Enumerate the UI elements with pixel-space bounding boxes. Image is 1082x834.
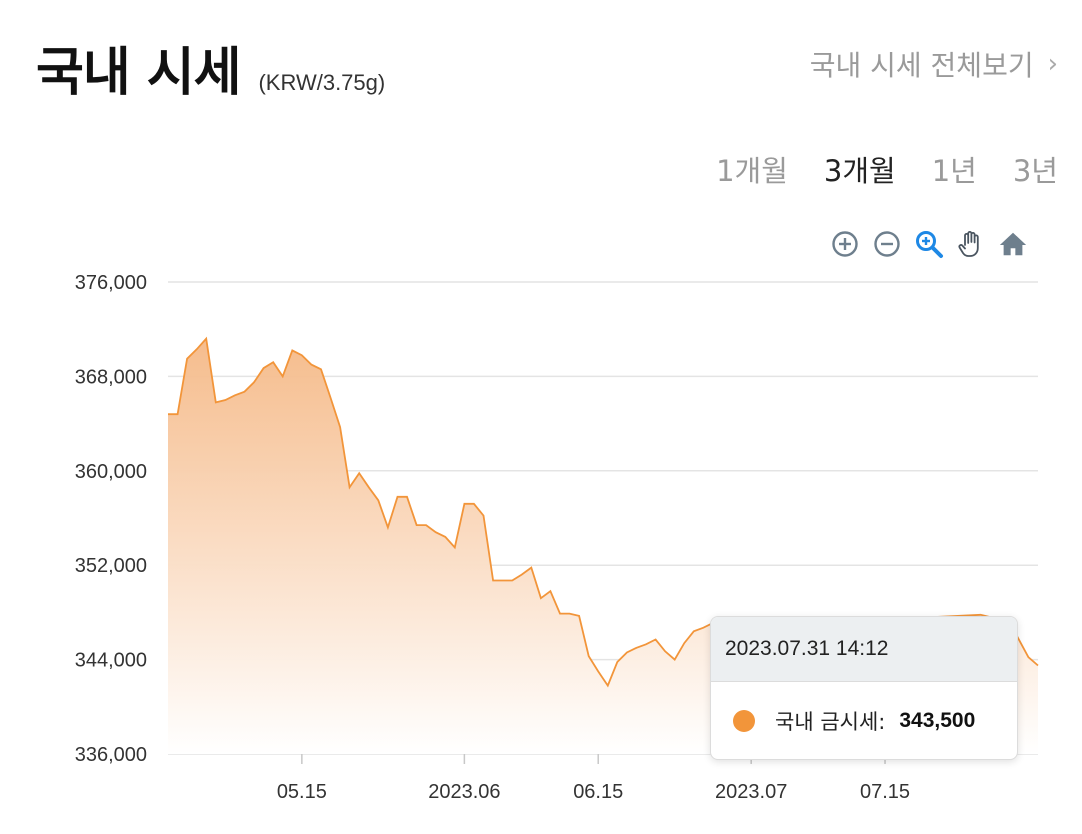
data-point <box>558 612 562 616</box>
data-point <box>673 658 677 662</box>
page-title: 국내 시세 <box>36 43 241 103</box>
data-point <box>634 646 638 650</box>
data-point <box>367 485 371 489</box>
data-point <box>252 380 256 384</box>
period-tabs: 1개월 3개월 1년 3년 <box>716 148 1058 190</box>
data-point <box>242 390 246 394</box>
data-point <box>529 566 533 570</box>
data-point <box>424 523 428 527</box>
tab-1-year[interactable]: 1년 <box>931 154 977 188</box>
data-point <box>596 669 600 673</box>
data-point <box>271 360 275 364</box>
data-point <box>434 530 438 534</box>
data-point <box>462 502 466 506</box>
data-point <box>309 363 313 367</box>
data-point <box>520 573 524 577</box>
price-unit: (KRW/3.75g) <box>258 70 386 95</box>
data-point <box>395 495 399 499</box>
data-point <box>1036 664 1040 668</box>
tooltip-datetime: 2023.07.31 14:12 <box>711 617 1017 682</box>
data-point <box>663 649 667 653</box>
data-point <box>290 348 294 352</box>
data-point <box>415 523 419 527</box>
y-tick-label: 344,000 <box>75 650 147 672</box>
data-point <box>300 353 304 357</box>
y-tick-label: 336,000 <box>75 744 147 766</box>
x-tick-label: 2023.07 <box>715 781 787 803</box>
chart-header: 국내 시세 (KRW/3.75g) <box>36 30 385 105</box>
data-point <box>214 400 218 404</box>
tooltip-value: 343,500 <box>899 708 976 732</box>
x-tick-label: 05.15 <box>277 781 327 803</box>
data-point <box>176 412 180 416</box>
y-tick-label: 376,000 <box>75 272 147 294</box>
data-point <box>644 642 648 646</box>
data-point <box>1026 655 1030 659</box>
x-tick-label: 2023.06 <box>428 781 500 803</box>
data-point <box>223 398 227 402</box>
y-axis: 376,000 368,000 360,000 352,000 344,000 336,0… <box>75 272 147 766</box>
data-point <box>587 654 591 658</box>
view-all-domestic-prices-link[interactable]: 국내 시세 전체보기 › <box>810 44 1058 84</box>
data-point <box>386 525 390 529</box>
data-point <box>682 641 686 645</box>
x-tick-label: 07.15 <box>860 781 910 803</box>
data-point <box>491 579 495 583</box>
series-marker-icon <box>733 709 755 732</box>
y-tick-label: 360,000 <box>75 461 147 483</box>
y-tick-label: 352,000 <box>75 555 147 577</box>
data-point <box>376 498 380 502</box>
data-point <box>654 638 658 642</box>
chart-tooltip: 2023.07.31 14:12 국내 금시세: 343,500 <box>710 616 1018 760</box>
tab-1-month[interactable]: 1개월 <box>716 154 788 188</box>
data-point <box>319 367 323 371</box>
data-point <box>348 485 352 489</box>
chart-toolbar <box>830 229 1028 259</box>
data-point <box>281 374 285 378</box>
zoom-in-icon[interactable] <box>830 229 860 259</box>
x-axis: 05.15 2023.06 06.15 2023.07 07.15 <box>277 754 910 803</box>
data-point <box>204 337 208 341</box>
data-point <box>568 612 572 616</box>
data-point <box>357 471 361 475</box>
data-point <box>472 502 476 506</box>
tab-3-months[interactable]: 3개월 <box>823 154 896 188</box>
chevron-right-icon: › <box>1047 49 1058 79</box>
pan-hand-icon[interactable] <box>956 229 986 259</box>
tooltip-series-label: 국내 금시세: <box>775 709 886 734</box>
data-point <box>233 393 237 397</box>
data-point <box>453 546 457 550</box>
data-point <box>615 660 619 664</box>
data-point <box>692 629 696 633</box>
data-point <box>262 366 266 370</box>
data-point <box>701 626 705 630</box>
data-point <box>625 651 629 655</box>
data-point <box>329 396 333 400</box>
data-point <box>338 425 342 429</box>
selection-zoom-icon[interactable] <box>914 229 944 259</box>
y-tick-label: 368,000 <box>75 366 147 388</box>
data-point <box>539 596 543 600</box>
data-point <box>548 589 552 593</box>
data-point <box>577 614 581 618</box>
tooltip-row: 국내 금시세: 343,500 <box>711 682 1017 759</box>
data-point <box>501 579 505 583</box>
data-point <box>185 357 189 361</box>
zoom-out-icon[interactable] <box>872 229 902 259</box>
data-point <box>481 514 485 518</box>
x-tick-label: 06.15 <box>573 781 623 803</box>
data-point <box>606 684 610 688</box>
data-point <box>443 535 447 539</box>
data-point <box>195 347 199 351</box>
data-point <box>510 579 514 583</box>
data-point <box>166 412 170 416</box>
view-all-label: 국내 시세 전체보기 <box>809 49 1034 82</box>
tab-3-years[interactable]: 3년 <box>1012 154 1058 188</box>
data-point <box>405 495 409 499</box>
home-reset-icon[interactable] <box>998 229 1028 259</box>
